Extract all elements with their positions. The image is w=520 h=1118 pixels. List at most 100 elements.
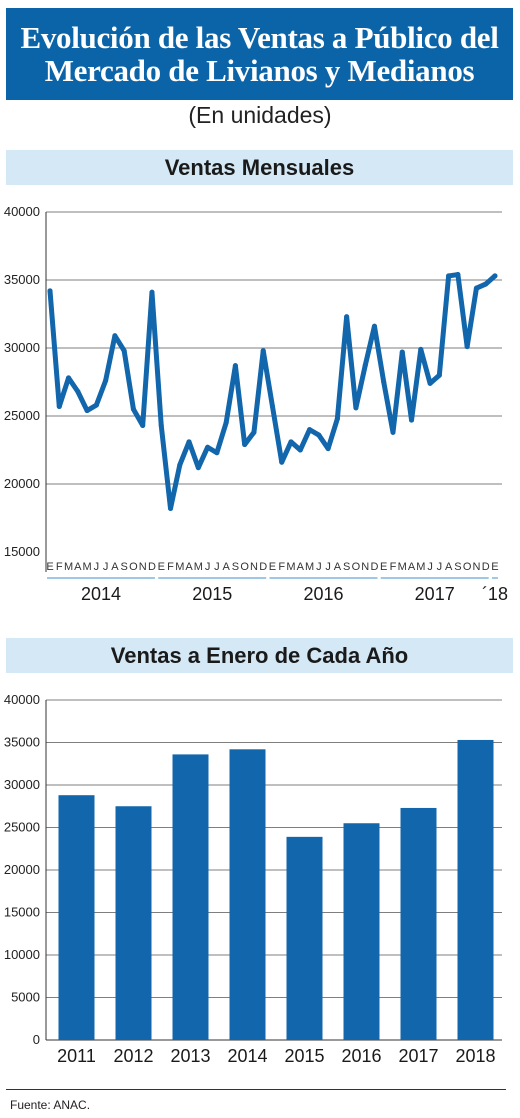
data-point (223, 420, 229, 426)
x-month-label: E (491, 561, 498, 573)
data-point (177, 462, 183, 468)
x-month-label: M (398, 561, 407, 573)
x-month-label: F (167, 561, 174, 573)
title-line-1: Evolución de las Ventas a Público del (20, 20, 499, 55)
data-point (464, 344, 470, 350)
data-point (325, 446, 331, 452)
x-month-label: A (334, 561, 342, 573)
bar (229, 749, 266, 1040)
series-line (47, 272, 498, 511)
data-point (66, 375, 72, 381)
y-tick-label: 20000 (4, 476, 40, 491)
x-month-label: O (463, 561, 472, 573)
x-month-label: D (370, 561, 378, 573)
x-month-label: J (325, 561, 331, 573)
data-point (362, 363, 368, 369)
x-month-label: F (56, 561, 63, 573)
data-point (269, 403, 275, 409)
data-point (93, 402, 99, 408)
bar (400, 807, 437, 1040)
x-month-label: J (103, 561, 109, 573)
y-tick-label: 35000 (4, 272, 40, 287)
data-point (75, 389, 81, 395)
data-point (130, 406, 136, 412)
y-tick-label: 0 (33, 1032, 40, 1047)
data-point (214, 450, 220, 456)
data-point (436, 372, 442, 378)
bar (115, 806, 152, 1040)
data-point (427, 380, 433, 386)
bar (457, 739, 494, 1040)
x-month-label: A (408, 561, 416, 573)
bar (58, 795, 95, 1040)
data-point (381, 379, 387, 385)
x-month-label: N (139, 561, 147, 573)
x-month-label: J (437, 561, 443, 573)
x-month-label: M (194, 561, 203, 573)
x-month-label: E (158, 561, 165, 573)
y-tick-label: 25000 (4, 820, 40, 835)
x-month-label: M (82, 561, 91, 573)
title-line-2: Mercado de Livianos y Medianos (44, 53, 475, 88)
x-month-label: M (305, 561, 314, 573)
footer-divider (6, 1089, 506, 1090)
data-point (168, 505, 174, 511)
x-month-label: N (361, 561, 369, 573)
x-month-label: E (269, 561, 276, 573)
x-category-label: 2017 (398, 1046, 438, 1066)
x-month-label: D (148, 561, 156, 573)
x-month-label: J (427, 561, 433, 573)
x-month-label: S (454, 561, 461, 573)
x-year-label: 2015 (192, 584, 232, 604)
x-category-label: 2015 (284, 1046, 324, 1066)
x-month-label: O (352, 561, 361, 573)
title-banner: Evolución de las Ventas a Público del Me… (6, 8, 513, 100)
y-tick-label: 25000 (4, 408, 40, 423)
data-point (288, 439, 294, 445)
x-month-label: A (74, 561, 82, 573)
y-tick-label: 10000 (4, 947, 40, 962)
data-point (492, 273, 498, 279)
x-month-label: S (343, 561, 350, 573)
x-month-label: M (64, 561, 73, 573)
bar (172, 754, 209, 1040)
data-point (418, 346, 424, 352)
x-year-label: 2016 (303, 584, 343, 604)
data-point (399, 349, 405, 355)
data-point (205, 444, 211, 450)
data-point (112, 333, 118, 339)
data-point (371, 323, 377, 329)
data-point (251, 429, 257, 435)
x-month-label: J (214, 561, 220, 573)
x-month-label: E (380, 561, 387, 573)
x-category-label: 2016 (341, 1046, 381, 1066)
x-year-label: 2014 (81, 584, 121, 604)
y-tick-label: 30000 (4, 777, 40, 792)
x-category-label: 2018 (455, 1046, 495, 1066)
x-month-label: F (390, 561, 397, 573)
data-point (47, 288, 53, 294)
x-month-label: S (120, 561, 127, 573)
x-month-label: M (416, 561, 425, 573)
data-point (149, 289, 155, 295)
units-subtitle: (En unidades) (188, 102, 332, 128)
data-point (334, 416, 340, 422)
bar (343, 823, 380, 1040)
x-month-label: D (482, 561, 490, 573)
data-point (390, 429, 396, 435)
data-point (195, 465, 201, 471)
x-month-label: D (259, 561, 267, 573)
data-point (260, 348, 266, 354)
data-point (446, 273, 452, 279)
x-category-label: 2013 (170, 1046, 210, 1066)
data-point (121, 348, 127, 354)
x-month-label: J (94, 561, 100, 573)
y-tick-label: 40000 (4, 692, 40, 707)
data-point (186, 439, 192, 445)
x-category-label: 2014 (227, 1046, 267, 1066)
data-point (232, 363, 238, 369)
data-point (473, 285, 479, 291)
data-point (103, 378, 109, 384)
x-year-label: ´18 (482, 584, 508, 604)
